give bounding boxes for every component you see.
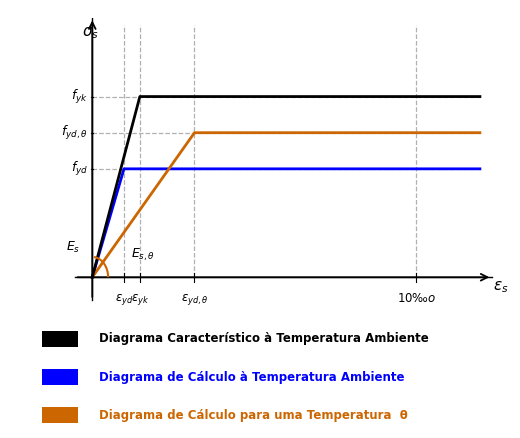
Text: $\varepsilon_s$: $\varepsilon_s$ <box>493 279 509 295</box>
Text: $\varepsilon_{yd}$: $\varepsilon_{yd}$ <box>115 292 133 307</box>
Text: $E_{s,\theta}$: $E_{s,\theta}$ <box>131 247 155 263</box>
Text: $\varepsilon_{yk}$: $\varepsilon_{yk}$ <box>131 292 149 307</box>
Text: $10‰o$: $10‰o$ <box>397 292 436 305</box>
Text: Diagrama de Cálculo para uma Temperatura  θ: Diagrama de Cálculo para uma Temperatura… <box>99 409 408 422</box>
Text: $f_{yd}$: $f_{yd}$ <box>71 160 88 178</box>
Bar <box>42 331 78 347</box>
Text: Diagrama de Cálculo à Temperatura Ambiente: Diagrama de Cálculo à Temperatura Ambien… <box>99 371 405 384</box>
Text: $\varepsilon_{yd,\theta}$: $\varepsilon_{yd,\theta}$ <box>180 292 208 307</box>
Text: $E_s$: $E_s$ <box>66 240 80 255</box>
Text: $f_{yk}$: $f_{yk}$ <box>71 88 88 106</box>
Text: $\sigma_s$: $\sigma_s$ <box>82 25 99 41</box>
Text: $f_{yd,\theta}$: $f_{yd,\theta}$ <box>61 124 88 142</box>
Text: Diagrama Característico à Temperatura Ambiente: Diagrama Característico à Temperatura Am… <box>99 332 428 346</box>
Bar <box>42 407 78 424</box>
Bar <box>42 369 78 385</box>
